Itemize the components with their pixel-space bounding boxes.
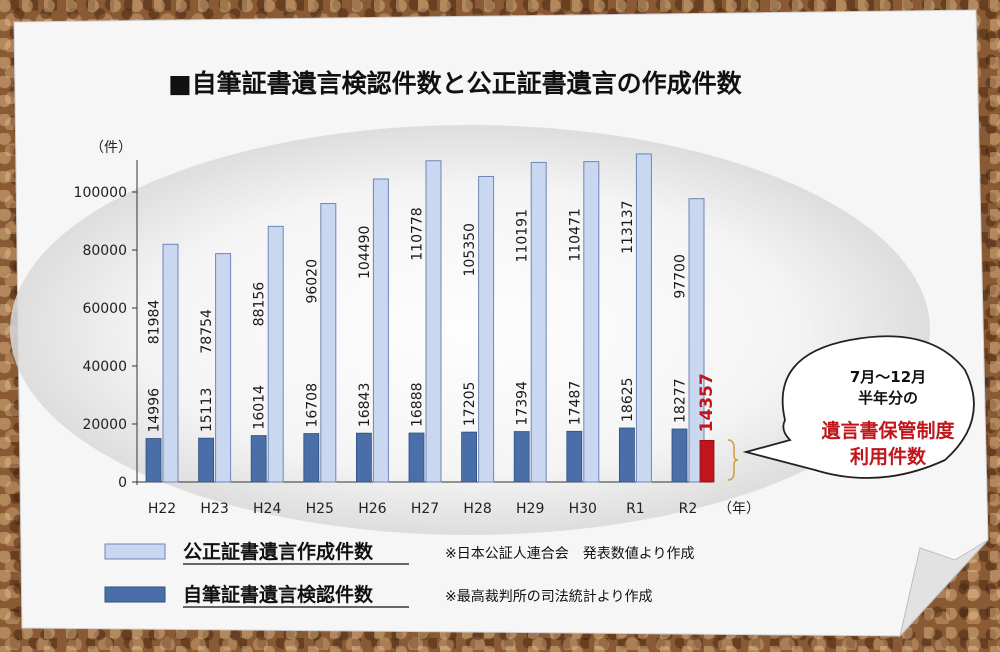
bar-kenin-H24 <box>250 435 267 483</box>
bar-kenin-H30 <box>566 430 583 483</box>
category-label-R1: R1 <box>626 501 645 517</box>
bar-kousei-H29 <box>530 161 547 483</box>
bar-kenin-H26 <box>355 432 372 483</box>
legend-note-dark: ※最高裁判所の司法統計より作成 <box>445 588 652 605</box>
y-ticks: 0 20000 40000 60000 80000 100000 <box>74 185 137 491</box>
legend: 公正証書遺言作成件数 ※日本公証人連合会 発表数値より作成 自筆証書遺言検認件数… <box>104 540 694 608</box>
y-tick-label: 60000 <box>82 301 127 317</box>
bar-kousei-R1 <box>635 153 652 483</box>
value-label-kenin-H27: 16888 <box>410 382 426 427</box>
bar-kousei-H22 <box>162 243 179 483</box>
value-label-kousei-H25: 96020 <box>304 259 320 304</box>
bar-kenin-H29 <box>513 431 530 483</box>
category-label-H26: H26 <box>358 501 386 517</box>
callout-line4: 利用件数 <box>850 445 927 468</box>
legend-label-dark: 自筆証書遺言検認件数 <box>183 583 374 606</box>
y-tick-label: 20000 <box>82 417 127 433</box>
value-label-kousei-R1: 113137 <box>620 200 636 253</box>
legend-label-light: 公正証書遺言作成件数 <box>183 540 374 563</box>
value-labels: 14996 81984 15113 78754 16014 88156 16708 96020… <box>147 200 718 432</box>
value-label-kousei-H23: 78754 <box>199 309 215 354</box>
highlight-brace <box>727 439 739 481</box>
callout-line2: 半年分の <box>858 389 918 407</box>
y-tick-label: 0 <box>118 475 127 491</box>
value-label-kenin-H23: 15113 <box>199 388 215 433</box>
legend-swatch-light <box>104 543 166 560</box>
value-label-kousei-H28: 105350 <box>462 223 478 276</box>
category-labels: H22 H23 H24 H25 H26 H27 H28 H29 H30 R1 R2 <box>148 501 697 517</box>
value-label-kousei-H22: 81984 <box>147 300 163 345</box>
value-label-kenin-H26: 16843 <box>357 383 373 428</box>
category-label-R2: R2 <box>679 501 698 517</box>
category-label-H22: H22 <box>148 501 176 517</box>
bar-kenin-H23 <box>198 437 215 483</box>
value-label-kousei-R2: 97700 <box>673 254 689 299</box>
bar-kenin-H25 <box>303 433 320 483</box>
y-tick-label: 40000 <box>82 359 127 375</box>
callout-line1: 7月～12月 <box>850 368 926 386</box>
legend-note-light: ※日本公証人連合会 発表数値より作成 <box>445 546 694 562</box>
x-unit-label: （年） <box>718 501 760 517</box>
bars <box>145 153 715 483</box>
value-label-kenin-R2: 18277 <box>673 378 689 423</box>
bar-kenin-R1 <box>619 427 635 483</box>
category-label-H30: H30 <box>569 501 597 517</box>
bar-kousei-R2 <box>688 198 705 483</box>
value-label-kousei-H30: 110471 <box>567 208 583 261</box>
category-label-H24: H24 <box>253 501 281 517</box>
value-label-kenin-H28: 17205 <box>462 382 478 427</box>
bar-kenin-R2 <box>671 428 688 483</box>
value-label-highlight: 14357 <box>697 373 717 432</box>
bar-kousei-H28 <box>478 175 495 483</box>
y-tick-label: 80000 <box>82 243 127 259</box>
y-tick-label: 100000 <box>74 185 127 201</box>
category-label-H25: H25 <box>306 501 334 517</box>
bar-kenin-H28 <box>461 431 478 483</box>
value-label-kenin-R1: 18625 <box>620 377 636 422</box>
value-label-kousei-H27: 110778 <box>410 207 426 260</box>
value-label-kenin-H24: 16014 <box>252 385 268 430</box>
page-curl <box>899 539 989 638</box>
bar-kousei-H25 <box>320 203 337 483</box>
bar-kousei-H23 <box>215 253 232 483</box>
category-label-H27: H27 <box>411 501 439 517</box>
category-label-H23: H23 <box>200 501 228 517</box>
chart-title: ■自筆証書遺言検認件数と公正証書遺言の作成件数 <box>168 69 743 98</box>
bar-kenin-H27 <box>408 432 425 483</box>
value-label-kenin-H29: 17394 <box>515 381 531 426</box>
bar-kousei-H24 <box>267 225 284 483</box>
callout-bubble: 7月～12月 半年分の 遺言書保管制度 利用件数 <box>742 335 975 479</box>
y-unit-label: （件） <box>90 140 132 156</box>
bar-kousei-H30 <box>583 161 600 483</box>
value-label-kenin-H30: 17487 <box>567 381 583 426</box>
bar-kousei-H26 <box>372 178 389 483</box>
bar-kenin-H22 <box>145 438 162 483</box>
category-label-H29: H29 <box>516 501 544 517</box>
bar-highlight-R2 <box>699 439 715 483</box>
value-label-kenin-H22: 14996 <box>147 388 163 433</box>
category-label-H28: H28 <box>463 501 491 517</box>
value-label-kousei-H29: 110191 <box>515 209 531 262</box>
value-label-kousei-H26: 104490 <box>357 226 373 279</box>
callout-line3: 遺言書保管制度 <box>821 419 955 442</box>
legend-swatch-dark <box>104 586 166 603</box>
value-label-kenin-H25: 16708 <box>304 383 320 428</box>
bar-kousei-H27 <box>425 160 442 483</box>
value-label-kousei-H24: 88156 <box>252 282 268 327</box>
